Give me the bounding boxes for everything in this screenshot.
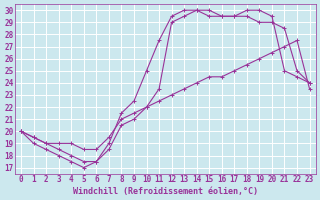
X-axis label: Windchill (Refroidissement éolien,°C): Windchill (Refroidissement éolien,°C) <box>73 187 258 196</box>
